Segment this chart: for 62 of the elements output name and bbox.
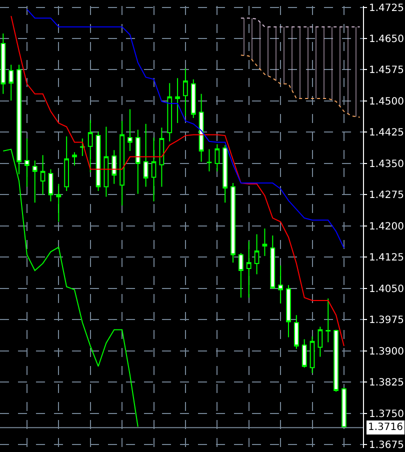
y-tick-label: 1.3975 bbox=[369, 315, 404, 326]
candlestick bbox=[88, 120, 93, 173]
candlestick bbox=[0, 32, 6, 94]
candlestick bbox=[230, 182, 236, 264]
y-tick-label: 1.4275 bbox=[369, 190, 404, 202]
y-tick-label: 1.3750 bbox=[369, 408, 404, 420]
y-tick-label: 1.4725 bbox=[369, 2, 404, 14]
candlestick bbox=[342, 387, 346, 428]
candlestick bbox=[80, 138, 85, 156]
candlestick bbox=[32, 160, 38, 204]
y-tick-label: 1.4350 bbox=[369, 158, 404, 170]
candlestick bbox=[286, 284, 291, 338]
candlestick bbox=[104, 126, 109, 198]
candlestick bbox=[48, 168, 54, 202]
y-tick-label: 1.4500 bbox=[369, 96, 404, 108]
y-tick-label: 1.4125 bbox=[369, 252, 404, 264]
candlestick bbox=[238, 252, 244, 298]
candlestick bbox=[143, 123, 148, 188]
line-series bbox=[240, 54, 360, 118]
line-series bbox=[10, 16, 344, 346]
candlestick bbox=[302, 338, 307, 368]
y-tick-label: 1.4200 bbox=[369, 221, 404, 232]
candlestick bbox=[167, 82, 172, 142]
candlestick bbox=[334, 329, 338, 392]
candlestick bbox=[56, 183, 62, 222]
candlestick bbox=[214, 144, 220, 172]
y-tick-label: 1.4425 bbox=[369, 128, 404, 139]
line-series bbox=[26, 8, 344, 249]
candlestick bbox=[254, 234, 260, 275]
candlestick bbox=[96, 131, 101, 192]
ref-line-label: 1.3716 bbox=[368, 422, 403, 433]
candlestick bbox=[262, 228, 268, 256]
y-tick-label: 1.4050 bbox=[369, 284, 404, 295]
candlestick bbox=[246, 240, 252, 298]
y-tick-label: 1.4575 bbox=[369, 65, 404, 76]
candlestick bbox=[24, 138, 30, 188]
candlestick bbox=[159, 127, 164, 188]
candlestick bbox=[318, 326, 323, 358]
candlestick bbox=[120, 120, 124, 206]
y-tick-label: 1.3900 bbox=[369, 346, 404, 358]
candlestick bbox=[64, 136, 70, 192]
candlestick bbox=[294, 314, 299, 350]
candlestick bbox=[40, 154, 46, 196]
candlestick bbox=[198, 93, 204, 162]
candlestick bbox=[278, 265, 284, 304]
candlestick bbox=[175, 78, 180, 124]
candlestick bbox=[326, 298, 331, 343]
candlestick bbox=[310, 336, 315, 374]
candlestick bbox=[135, 129, 140, 194]
candlestick bbox=[72, 152, 77, 166]
candlestick bbox=[222, 144, 228, 204]
candlestick bbox=[190, 78, 196, 119]
candlestick bbox=[270, 235, 276, 289]
candlestick bbox=[8, 64, 14, 102]
candlestick bbox=[112, 150, 117, 184]
y-tick-label: 1.3675 bbox=[369, 440, 404, 452]
candlestick bbox=[128, 108, 132, 152]
y-tick-label: 1.3825 bbox=[369, 378, 404, 389]
y-tick-label: 1.4650 bbox=[369, 34, 404, 45]
candlestick bbox=[206, 148, 212, 172]
candlestick bbox=[183, 68, 188, 116]
candlestick bbox=[151, 137, 156, 202]
